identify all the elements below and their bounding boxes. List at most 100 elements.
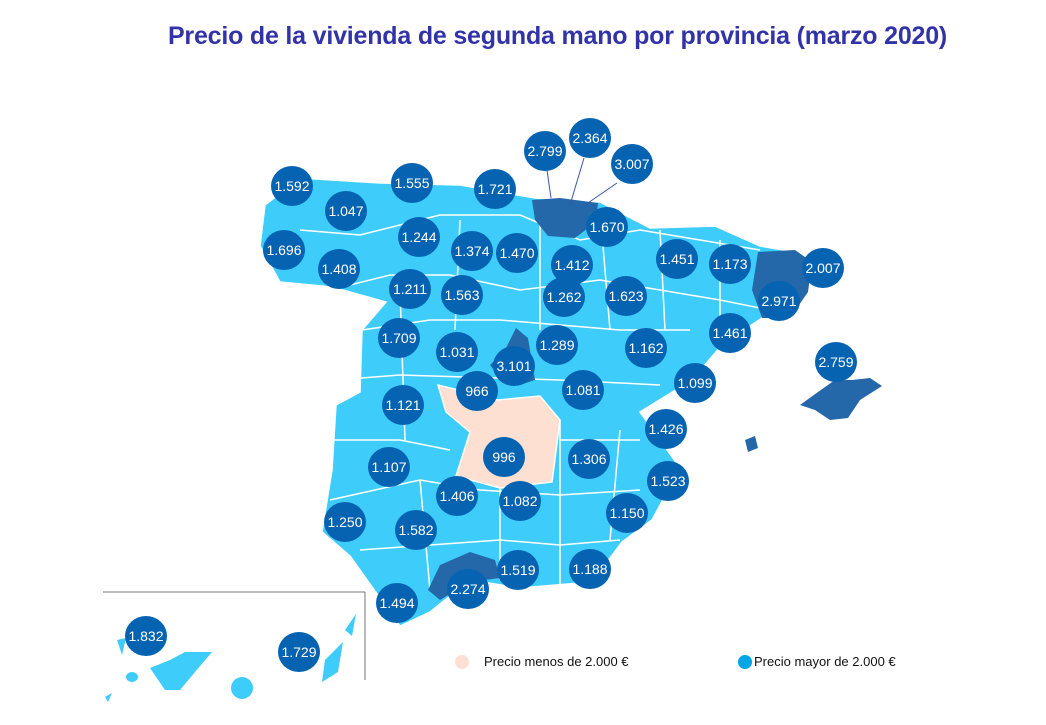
island <box>126 672 138 682</box>
marker-circle <box>447 569 489 609</box>
price-marker: 1.592 <box>271 166 313 206</box>
marker-value: 2.759 <box>818 354 853 370</box>
price-markers: 1.592 1.047 1.555 1.721 2.799 2.364 3.007 1.696… <box>125 118 857 672</box>
marker-circle <box>497 550 539 590</box>
marker-circle <box>441 275 483 315</box>
marker-value: 1.081 <box>565 382 600 398</box>
price-marker: 1.461 <box>709 313 751 353</box>
marker-circle <box>647 461 689 501</box>
price-marker: 1.494 <box>376 583 418 623</box>
marker-circle <box>451 231 493 271</box>
price-marker: 3.101 <box>493 346 535 386</box>
island <box>345 614 356 636</box>
marker-value: 2.971 <box>761 293 796 309</box>
marker-circle <box>325 191 367 231</box>
price-marker: 2.759 <box>815 342 857 382</box>
marker-value: 1.121 <box>385 397 420 413</box>
marker-circle <box>524 131 566 171</box>
marker-value: 1.523 <box>650 473 685 489</box>
marker-circle <box>758 281 800 321</box>
marker-value: 1.623 <box>608 288 643 304</box>
marker-value: 1.461 <box>712 325 747 341</box>
marker-circle <box>606 493 648 533</box>
marker-circle <box>815 342 857 382</box>
marker-value: 1.162 <box>628 340 663 356</box>
marker-value: 1.494 <box>379 595 414 611</box>
price-marker: 2.799 <box>524 131 566 171</box>
marker-value: 1.150 <box>609 505 644 521</box>
price-marker: 1.406 <box>436 476 478 516</box>
marker-circle <box>543 277 585 317</box>
map-title: Precio de la vivienda de segunda mano po… <box>167 22 948 50</box>
price-marker: 1.173 <box>709 244 751 284</box>
basque-provinces <box>532 198 598 238</box>
marker-circle <box>391 163 433 203</box>
price-marker: 1.121 <box>382 385 424 425</box>
price-marker: 1.162 <box>625 328 667 368</box>
marker-circle <box>656 239 698 279</box>
price-marker: 1.623 <box>605 276 647 316</box>
island <box>231 677 253 699</box>
price-marker: 1.670 <box>586 207 628 247</box>
marker-value: 1.451 <box>659 251 694 267</box>
marker-circle <box>709 313 751 353</box>
island <box>105 693 112 702</box>
marker-value: 2.799 <box>527 143 562 159</box>
marker-circle <box>395 510 437 550</box>
marker-circle <box>271 166 313 206</box>
price-marker: 1.082 <box>499 481 541 521</box>
ibiza-island <box>745 436 758 452</box>
price-marker: 996 <box>483 437 525 477</box>
marker-value: 1.031 <box>439 344 474 360</box>
price-marker: 1.523 <box>647 461 689 501</box>
marker-value: 966 <box>465 383 489 399</box>
marker-value: 1.832 <box>128 628 163 644</box>
legend-low-label: Precio menos de 2.000 € <box>484 654 629 669</box>
marker-value: 1.670 <box>589 219 624 235</box>
marker-circle <box>674 363 716 403</box>
price-marker: 1.470 <box>496 233 538 273</box>
marker-value: 1.211 <box>393 281 427 297</box>
marker-circle <box>483 437 525 477</box>
marker-circle <box>605 276 647 316</box>
price-marker: 1.262 <box>543 277 585 317</box>
price-marker: 1.563 <box>441 275 483 315</box>
marker-circle <box>551 245 593 285</box>
island <box>150 652 212 690</box>
marker-value: 1.099 <box>677 375 712 391</box>
marker-value: 1.306 <box>571 451 606 467</box>
price-marker: 1.709 <box>378 318 420 358</box>
marker-value: 1.244 <box>401 229 436 245</box>
marker-value: 2.364 <box>572 130 607 146</box>
marker-circle <box>378 318 420 358</box>
price-marker: 2.364 <box>569 118 611 158</box>
marker-value: 1.555 <box>394 175 429 191</box>
marker-value: 1.262 <box>546 289 581 305</box>
price-marker: 2.971 <box>758 281 800 321</box>
price-marker: 1.582 <box>395 510 437 550</box>
price-marker: 1.412 <box>551 245 593 285</box>
marker-value: 2.274 <box>450 581 485 597</box>
marker-value: 1.289 <box>539 337 574 353</box>
marker-circle <box>278 632 320 672</box>
marker-value: 1.374 <box>454 243 489 259</box>
marker-circle <box>802 248 844 288</box>
marker-circle <box>436 332 478 372</box>
marker-circle <box>263 230 305 270</box>
marker-circle <box>611 144 653 184</box>
marker-circle <box>586 207 628 247</box>
price-marker: 2.007 <box>802 248 844 288</box>
marker-circle <box>493 346 535 386</box>
price-marker: 1.426 <box>645 409 687 449</box>
marker-circle <box>368 447 410 487</box>
price-marker: 1.696 <box>263 230 305 270</box>
marker-value: 1.582 <box>398 522 433 538</box>
marker-circle <box>324 502 366 542</box>
marker-value: 1.406 <box>439 488 474 504</box>
marker-circle <box>376 583 418 623</box>
marker-circle <box>499 481 541 521</box>
marker-circle <box>625 328 667 368</box>
marker-circle <box>709 244 751 284</box>
price-marker: 1.451 <box>656 239 698 279</box>
